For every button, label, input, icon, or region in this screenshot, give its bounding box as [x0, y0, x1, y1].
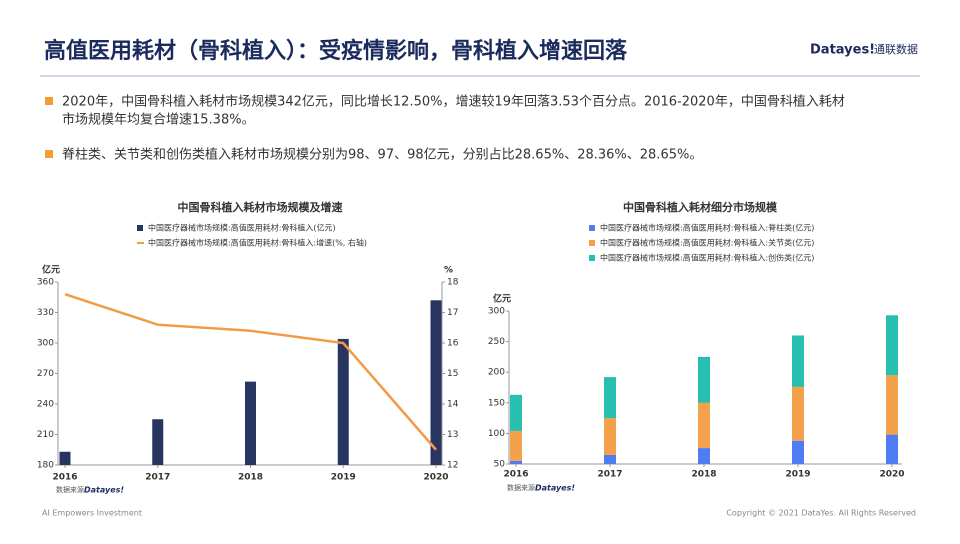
x-tick-label: 2017 — [145, 473, 170, 483]
legend-label: 中国医疗器械市场规模:高值医用耗材:骨科植入(亿元) — [148, 223, 336, 233]
bar-segment — [886, 315, 898, 376]
chart-title: 中国骨科植入耗材市场规模及增速 — [178, 200, 343, 214]
y2-tick-label: 12 — [447, 461, 458, 471]
bar-segment — [886, 375, 898, 435]
x-tick-label: 2018 — [691, 470, 716, 480]
y-tick-label: 210 — [37, 430, 54, 440]
y-tick-label: 300 — [37, 339, 54, 349]
bar-segment — [698, 448, 710, 464]
bar — [245, 381, 256, 465]
logo-cn: 通联数据 — [874, 42, 918, 56]
y2-tick-label: 14 — [447, 400, 459, 410]
legend-label: 中国医疗器械市场规模:高值医用耗材:骨科植入:增速(%, 右轴) — [148, 238, 367, 248]
bar-segment — [510, 394, 522, 431]
x-tick-label: 2016 — [52, 473, 77, 483]
y-tick-label: 360 — [37, 278, 54, 288]
y-tick-label: 150 — [488, 398, 505, 408]
bullet-icon — [45, 150, 53, 158]
y-tick-label: 300 — [488, 307, 505, 317]
bar-segment — [792, 440, 804, 464]
bar-segment — [604, 377, 616, 419]
y-tick-label: 100 — [488, 429, 505, 439]
legend-swatch — [589, 240, 595, 246]
legend-swatch — [137, 225, 143, 231]
source: 数据来源: — [507, 483, 537, 492]
bars — [510, 315, 898, 464]
chart-title: 中国骨科植入耗材细分市场规模 — [623, 200, 778, 214]
bar-segment — [510, 460, 522, 464]
legend-label: 中国医疗器械市场规模:高值医用耗材:骨科植入:脊柱类(亿元) — [600, 223, 814, 233]
y2-tick-label: 13 — [447, 430, 458, 440]
y-axis-label: 亿元 — [42, 264, 60, 276]
bar — [337, 338, 349, 465]
x-tick-label: 2019 — [785, 470, 810, 480]
legend-swatch — [589, 225, 595, 231]
legend-label: 中国医疗器械市场规模:高值医用耗材:骨科植入:创伤类(亿元) — [600, 253, 814, 263]
y-tick-label: 200 — [488, 368, 505, 378]
bullet-icon — [45, 97, 53, 105]
footer-right: Copyright © 2021 DataYes. All Rights Res… — [726, 509, 916, 518]
y-tick-label: 330 — [37, 308, 54, 318]
y-tick-label: 270 — [37, 369, 54, 379]
y-tick-label: 50 — [494, 460, 506, 470]
logo: Datayes! — [810, 43, 875, 58]
bar-segment — [886, 434, 898, 464]
y2-tick-label: 18 — [447, 278, 459, 288]
x-tick-label: 2019 — [331, 473, 356, 483]
slide-title: 高值医用耗材（骨科植入）：受疫情影响，骨科植入增速回落 — [44, 38, 628, 64]
source-logo: Datayes! — [535, 484, 575, 493]
source: 数据来源: — [56, 485, 86, 494]
y-tick-label: 240 — [37, 400, 54, 410]
y-axis-label: 亿元 — [493, 293, 511, 305]
y-tick-label: 250 — [488, 337, 505, 347]
bullet-text: 脊柱类、关节类和创伤类植入耗材市场规模分别为98、97、98亿元，分别占比28.… — [62, 147, 702, 163]
footer-left: AI Empowers Investment — [42, 509, 142, 518]
line — [64, 293, 437, 451]
x-tick-label: 2020 — [423, 473, 448, 483]
y2-tick-label: 15 — [447, 369, 458, 379]
x-tick-label: 2017 — [597, 470, 622, 480]
y-tick-label: 180 — [37, 461, 54, 471]
bullet-text: 市场规模年均复合增速15.38%。 — [62, 112, 255, 128]
bar-segment — [604, 418, 616, 455]
x-tick-label: 2016 — [503, 470, 528, 480]
legend-label: 中国医疗器械市场规模:高值医用耗材:骨科植入:关节类(亿元) — [600, 238, 814, 248]
bar — [152, 419, 164, 465]
bar-segment — [510, 430, 522, 461]
bar-segment — [698, 356, 710, 403]
legend-swatch — [589, 255, 595, 261]
bar-segment — [792, 335, 804, 387]
bar-segment — [792, 386, 804, 441]
bar — [59, 451, 71, 465]
bar-segment — [698, 402, 710, 449]
source-logo: Datayes! — [84, 486, 124, 495]
y2-axis-label: % — [444, 266, 453, 276]
bar-segment — [604, 454, 616, 464]
y2-tick-label: 16 — [447, 339, 459, 349]
bullet-text: 2020年，中国骨科植入耗材市场规模342亿元，同比增长12.50%，增速较19… — [62, 94, 845, 110]
bar — [430, 300, 442, 465]
x-tick-label: 2018 — [238, 473, 263, 483]
y2-tick-label: 17 — [447, 308, 458, 318]
x-tick-label: 2020 — [879, 470, 904, 480]
